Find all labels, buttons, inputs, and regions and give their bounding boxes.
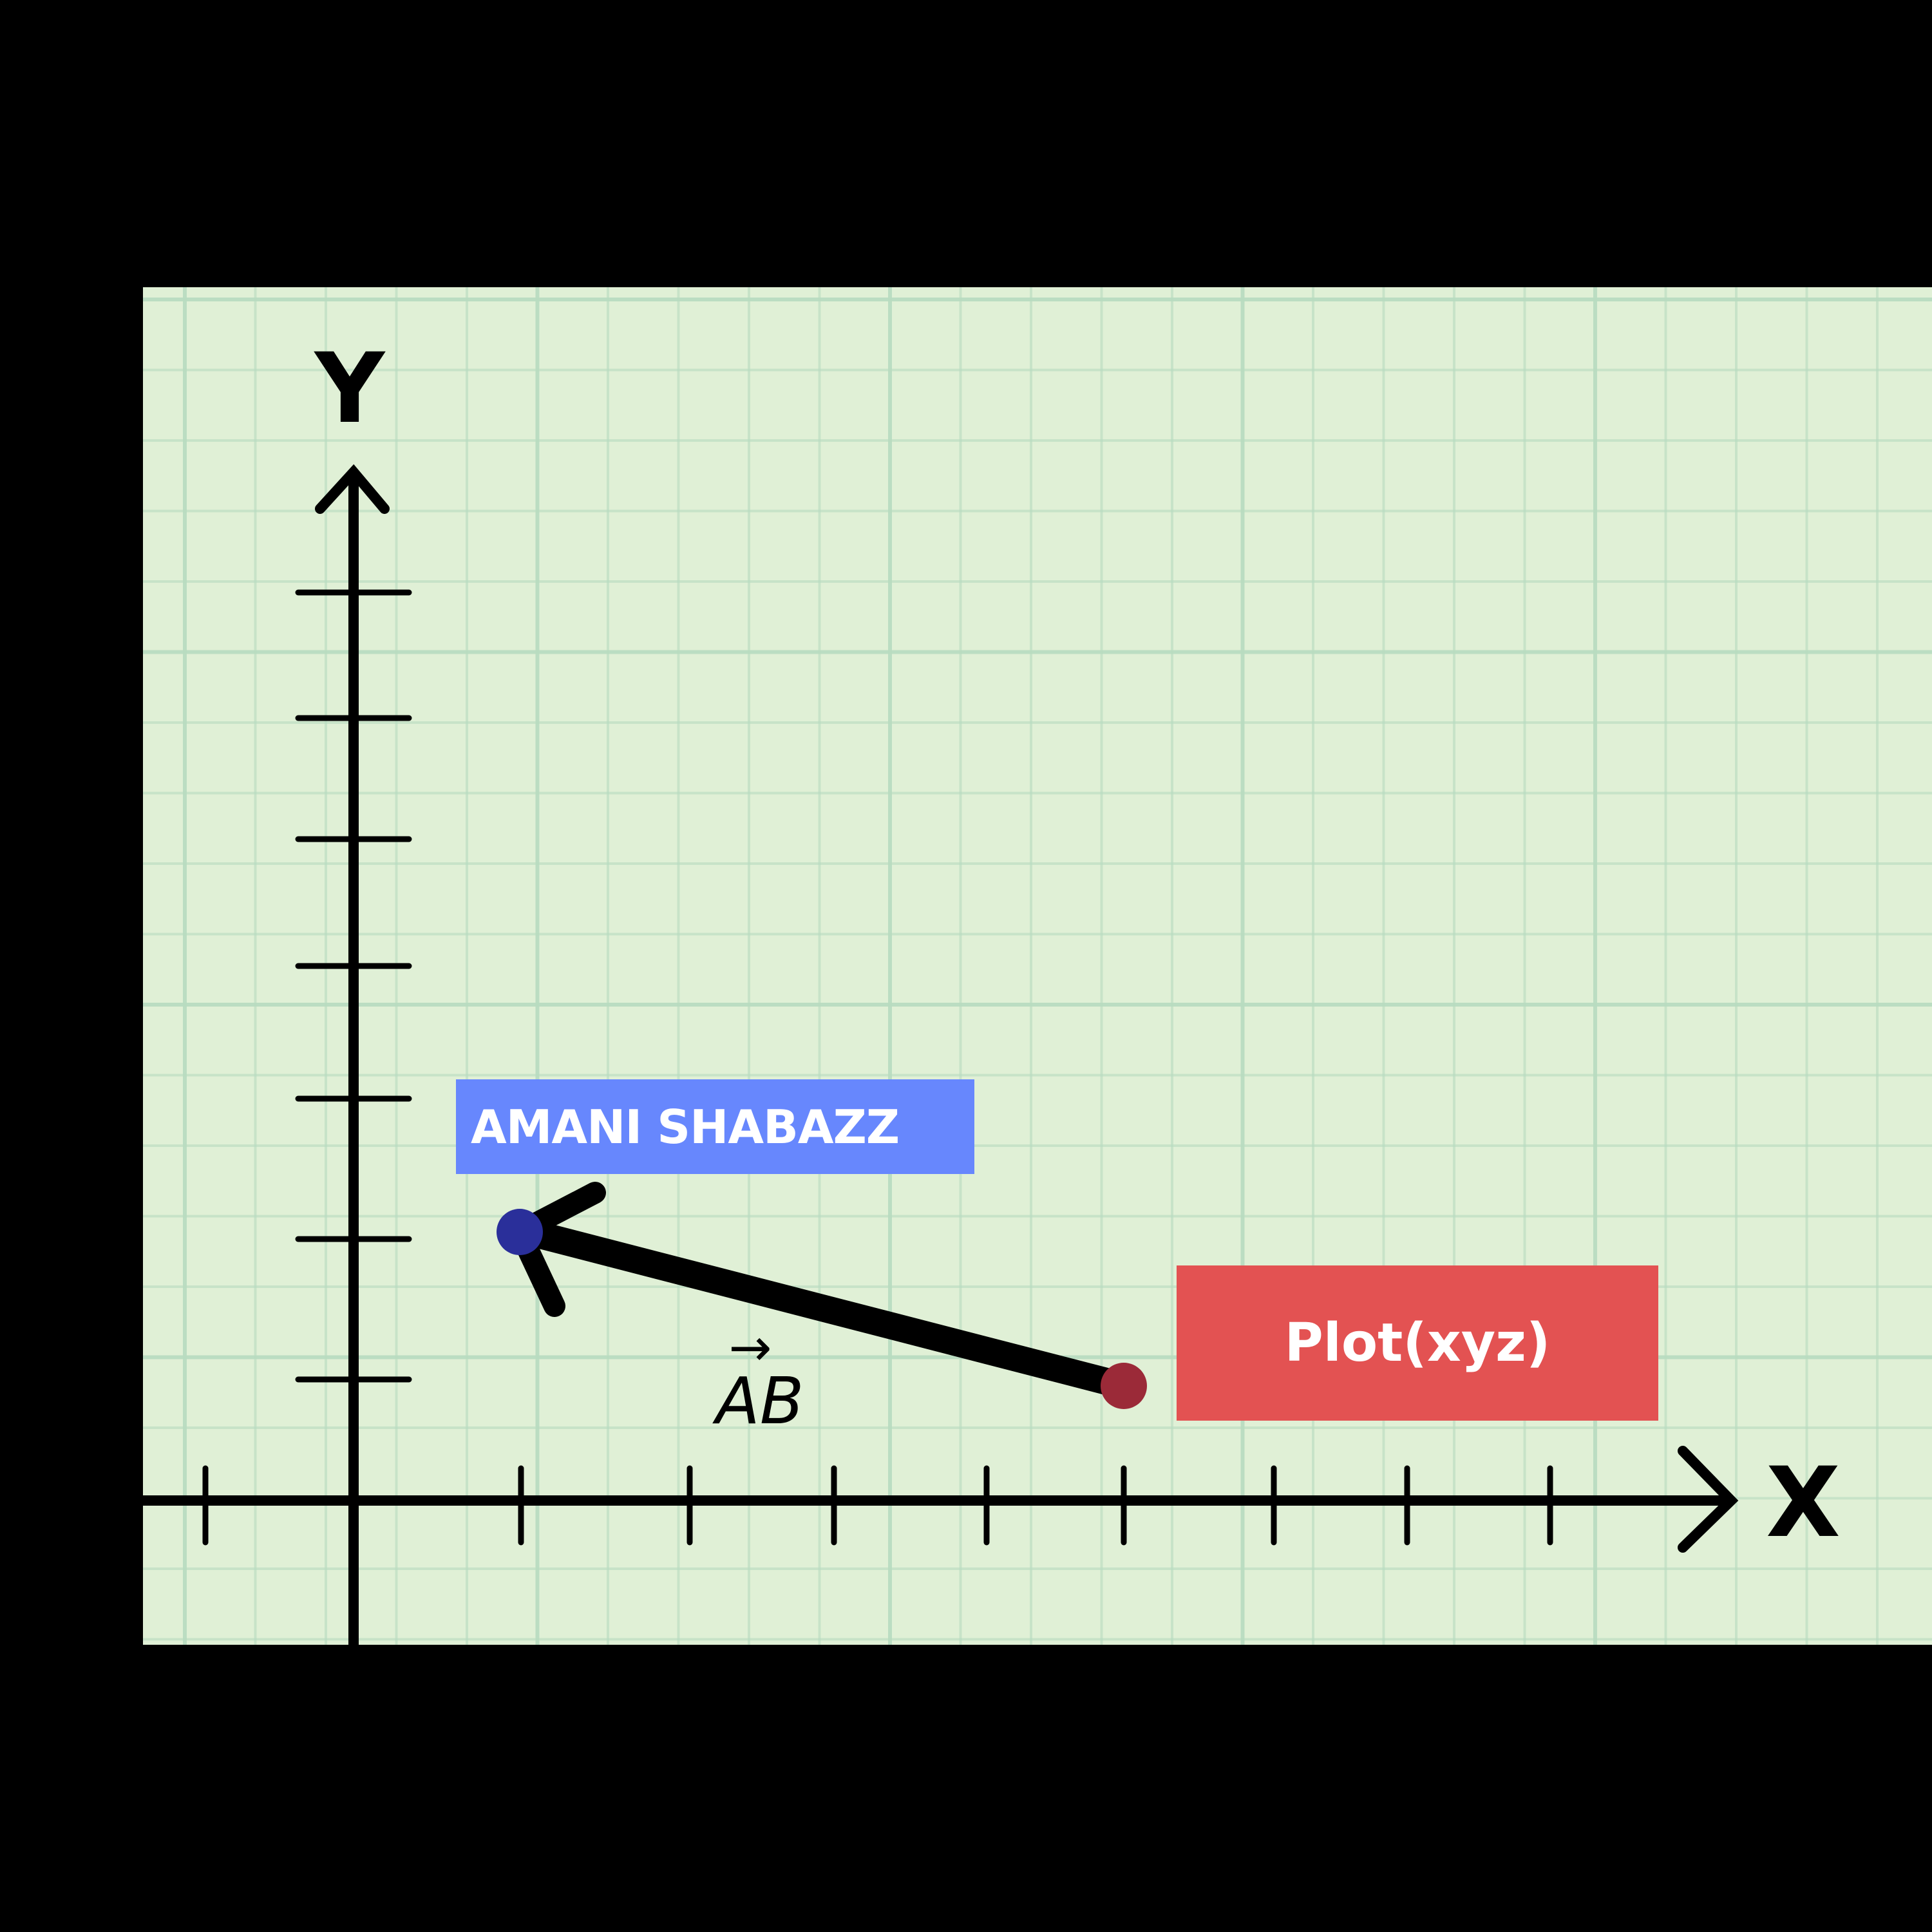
plot-label-box: Plot(xyz) bbox=[1177, 1265, 1658, 1421]
x-axis-arrow bbox=[1678, 1446, 1739, 1553]
plot-label: Plot(xyz) bbox=[1284, 1312, 1551, 1374]
vector-label: AB bbox=[712, 1363, 804, 1439]
x-axis-label: X bbox=[1766, 1447, 1841, 1559]
y-axis-label: Y bbox=[314, 333, 386, 445]
tail-point bbox=[1101, 1363, 1147, 1409]
name-label: AMANI SHABAZZ bbox=[471, 1099, 900, 1154]
y-axis-arrow bbox=[315, 464, 390, 514]
head-point bbox=[497, 1209, 543, 1255]
vector-label-arrow: → bbox=[728, 1318, 772, 1378]
name-label-box: AMANI SHABAZZ bbox=[456, 1079, 974, 1174]
vector-shaft bbox=[515, 1218, 1137, 1399]
